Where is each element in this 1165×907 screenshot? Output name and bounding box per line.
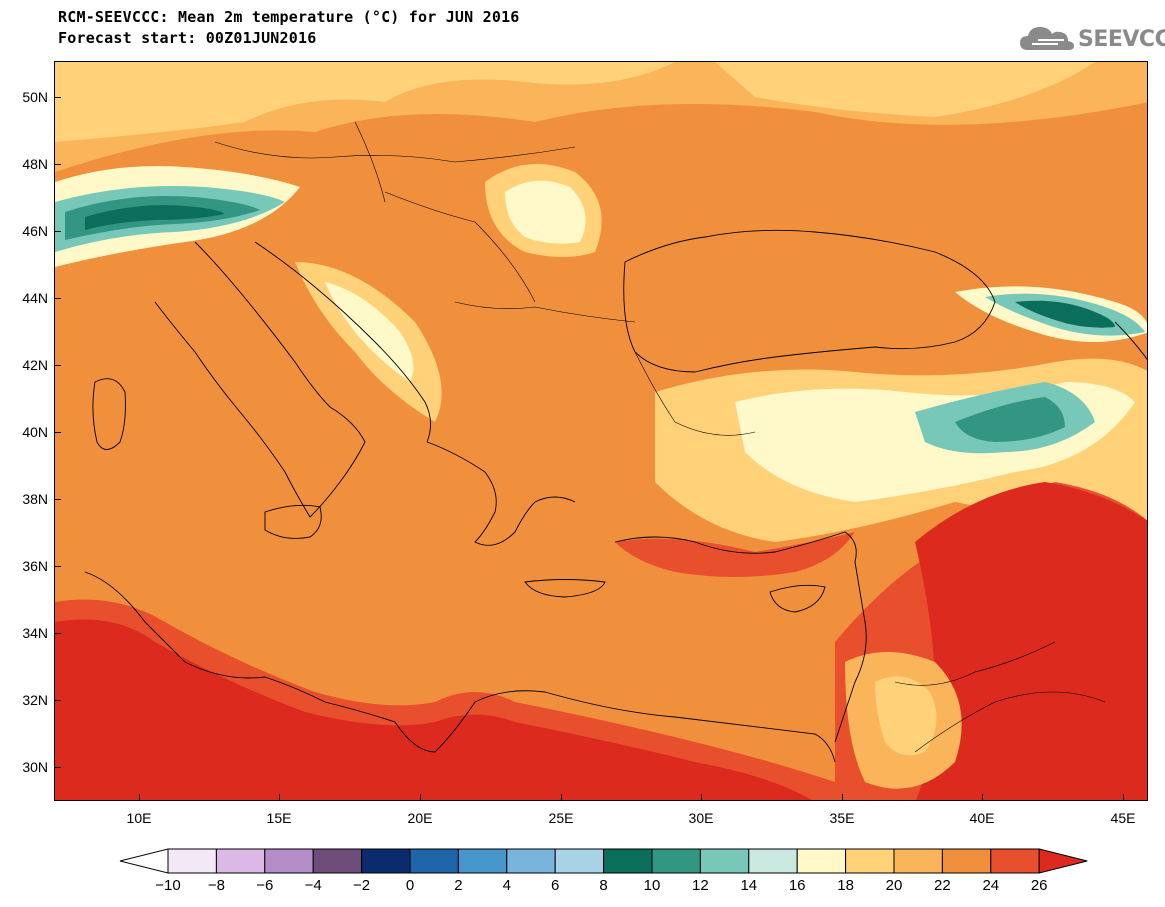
- colorbar-tick-label: −8: [207, 877, 225, 894]
- colorbar-tick-label: 12: [692, 877, 709, 894]
- lat-tick: [54, 767, 61, 768]
- lon-label: 35E: [829, 810, 855, 826]
- lon-tick: [279, 794, 280, 801]
- colorbar-tick-label: 2: [454, 877, 463, 894]
- lon-label: 25E: [548, 810, 574, 826]
- colorbar-tick-label: 14: [740, 877, 758, 894]
- lat-label: 44N: [22, 290, 48, 306]
- lat-tick: [54, 97, 61, 98]
- colorbar-high-arrow: [1038, 848, 1088, 874]
- colorbar-swatch: [554, 848, 605, 874]
- colorbar-swatch: [167, 848, 217, 874]
- lat-label: 42N: [22, 357, 48, 373]
- lat-tick: [54, 633, 61, 634]
- colorbar-tick-label: 0: [405, 877, 415, 894]
- lon-tick: [561, 794, 562, 801]
- lat-tick: [54, 365, 61, 366]
- colorbar-tick-label: 26: [1030, 877, 1048, 894]
- lat-label: 38N: [22, 491, 48, 507]
- lat-label: 48N: [22, 156, 48, 172]
- colorbar-swatch: [990, 848, 1040, 874]
- lat-tick: [54, 298, 61, 299]
- lon-tick: [420, 794, 421, 801]
- colorbar-low-arrow: [119, 848, 169, 874]
- lat-tick: [54, 164, 61, 165]
- lat-label: 50N: [22, 89, 48, 105]
- colorbar-swatch: [845, 848, 895, 874]
- colorbar-tick-label: −6: [256, 877, 274, 894]
- colorbar-swatch: [748, 848, 798, 874]
- seevccc-logo: SEEVCCC: [1018, 22, 1165, 56]
- lon-label: 45E: [1110, 810, 1136, 826]
- lon-tick: [139, 794, 140, 801]
- lat-label: 46N: [22, 223, 48, 239]
- coastline-overlay: [84, 121, 1147, 763]
- lon-label: 20E: [407, 810, 433, 826]
- lat-label: 36N: [22, 558, 48, 574]
- colorbar: [119, 848, 1088, 874]
- colorbar-swatch: [312, 848, 363, 874]
- map-title: RCM-SEEVCCC: Mean 2m temperature (°C) fo…: [58, 8, 520, 26]
- lat-tick: [54, 700, 61, 701]
- lat-tick: [54, 231, 61, 232]
- colorbar-tick-label: 24: [982, 877, 1000, 894]
- colorbar-tick-label: 8: [599, 877, 608, 894]
- colorbar-tick-label: −2: [353, 877, 371, 894]
- lat-label: 32N: [22, 692, 48, 708]
- lon-tick: [701, 794, 702, 801]
- temperature-map: [54, 61, 1148, 801]
- colorbar-swatch: [361, 848, 411, 874]
- colorbar-swatch: [264, 848, 314, 874]
- colorbar-tick-label: 16: [788, 877, 806, 894]
- colorbar-tick-label: 22: [934, 877, 951, 894]
- colorbar-swatch: [215, 848, 266, 874]
- colorbar-swatch: [699, 848, 750, 874]
- colorbar-tick-label: 18: [837, 877, 854, 894]
- colorbar-swatch: [603, 848, 653, 874]
- colorbar-swatch: [651, 848, 701, 874]
- lon-tick: [842, 794, 843, 801]
- lon-label: 30E: [688, 810, 714, 826]
- forecast-start-label: Forecast start: 00Z01JUN2016: [58, 29, 317, 47]
- lat-tick: [54, 432, 61, 433]
- colorbar-swatch: [796, 848, 847, 874]
- colorbar-swatch: [506, 848, 556, 874]
- colorbar-swatch: [409, 848, 459, 874]
- colorbar-tick-label: 6: [551, 877, 560, 894]
- colorbar-tick-label: 20: [885, 877, 903, 894]
- colorbar-tick-label: −10: [155, 877, 181, 894]
- lat-label: 34N: [22, 625, 48, 641]
- lon-tick: [1123, 794, 1124, 801]
- lat-label: 40N: [22, 424, 48, 440]
- colorbar-swatch: [457, 848, 508, 874]
- lat-tick: [54, 566, 61, 567]
- lat-tick: [54, 499, 61, 500]
- colorbar-swatch: [941, 848, 992, 874]
- lon-tick: [982, 794, 983, 801]
- temperature-field: [55, 62, 1147, 800]
- lon-label: 40E: [969, 810, 995, 826]
- lon-label: 10E: [126, 810, 152, 826]
- logo-text: SEEVCCC: [1078, 27, 1165, 52]
- colorbar-tick-label: 4: [502, 877, 511, 894]
- cloud-icon: [1020, 27, 1074, 50]
- colorbar-tick-label: 10: [643, 877, 661, 894]
- colorbar-tick-label: −4: [304, 877, 322, 894]
- colorbar-swatch: [893, 848, 943, 874]
- lon-label: 15E: [266, 810, 292, 826]
- lat-label: 30N: [22, 759, 48, 775]
